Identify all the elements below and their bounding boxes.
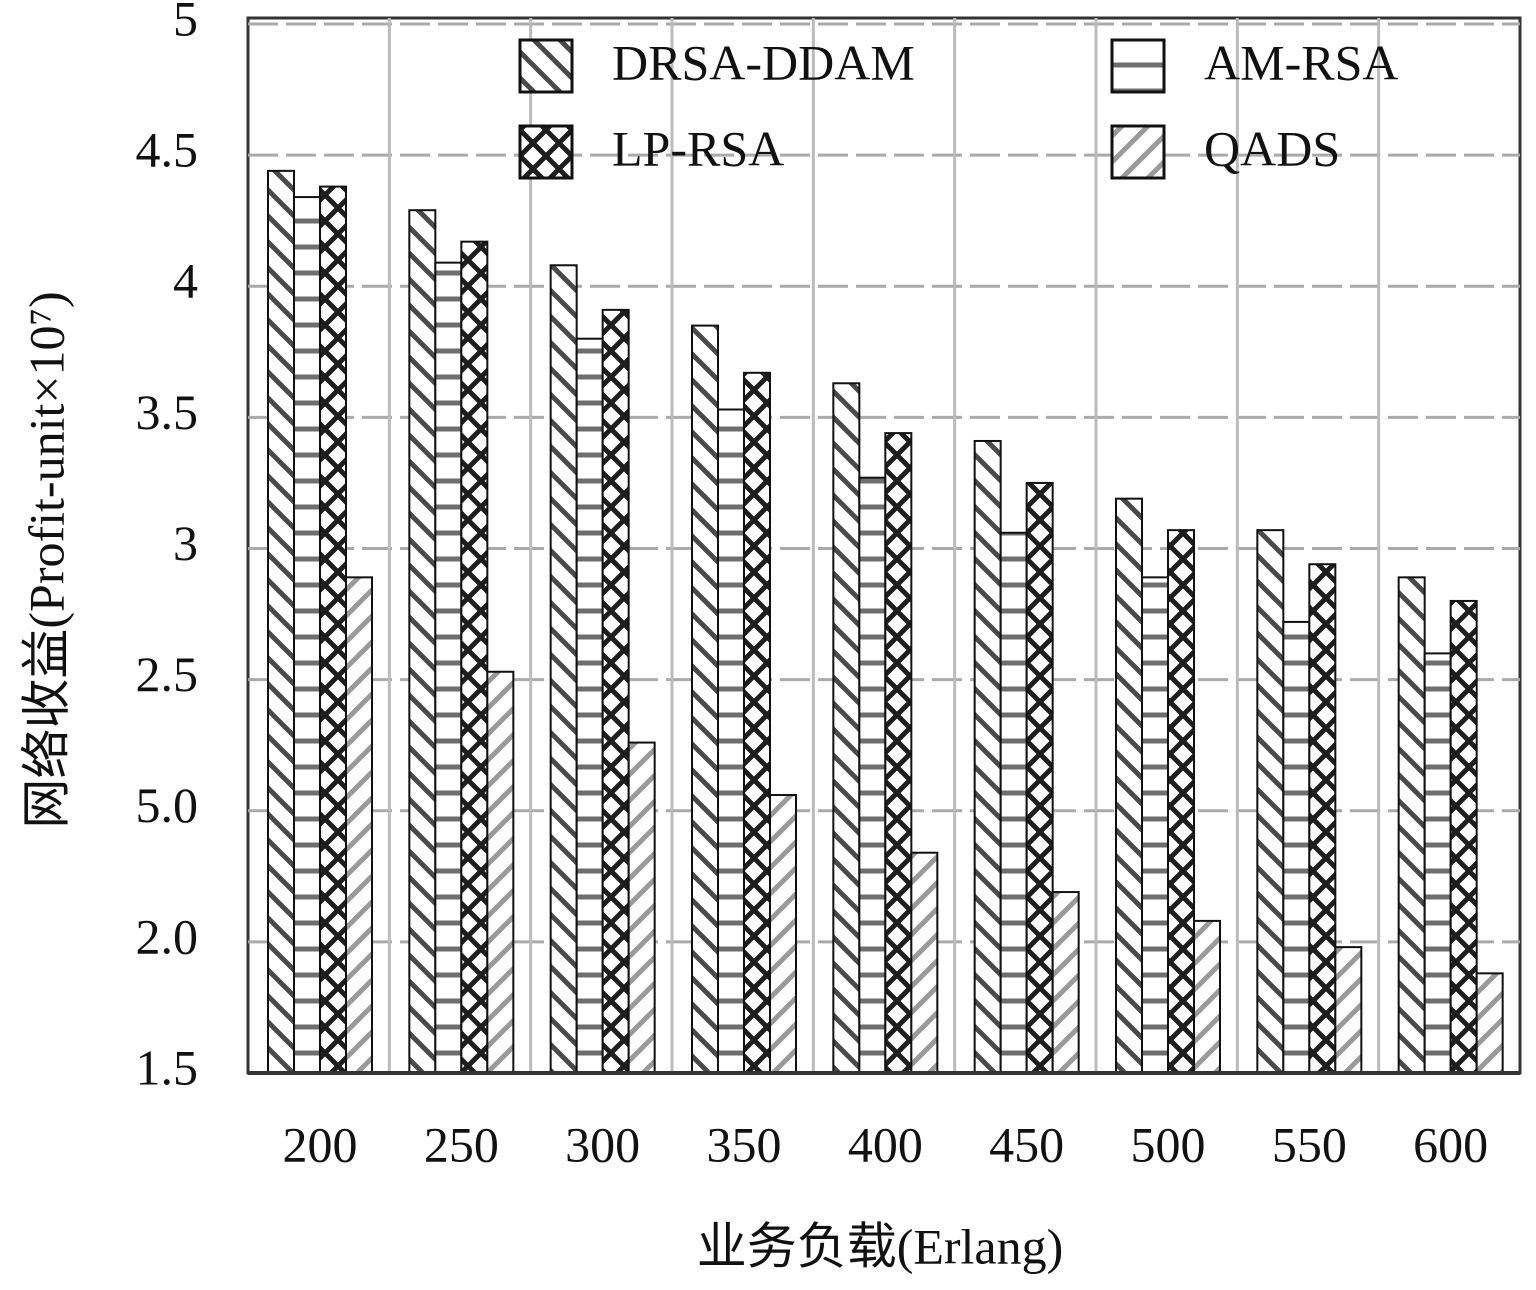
bar	[1449, 599, 1478, 1074]
y-axis-label: 网络收益(Profit-unit×10⁷)	[18, 291, 74, 828]
bar	[1141, 576, 1169, 1074]
bar	[973, 439, 1002, 1075]
legend-label: AM-RSA	[1204, 34, 1398, 90]
y-tick-label: 2.0	[136, 908, 199, 964]
y-tick-label: 3.5	[136, 384, 199, 440]
x-tick-label: 450	[989, 1116, 1064, 1172]
bar	[1475, 972, 1504, 1074]
x-tick-label: 200	[283, 1116, 358, 1172]
x-tick-label: 550	[1272, 1116, 1347, 1172]
bar	[743, 371, 771, 1075]
bar	[1051, 891, 1080, 1074]
legend-label: LP-RSA	[612, 120, 784, 176]
x-tick-label: 400	[848, 1116, 923, 1172]
x-tick-label: 350	[707, 1116, 782, 1172]
bar	[1423, 652, 1452, 1075]
legend-label: QADS	[1204, 120, 1340, 176]
bar	[1025, 481, 1054, 1074]
legend-swatch	[1110, 38, 1166, 94]
x-tick-label: 600	[1413, 1116, 1488, 1172]
bar	[408, 209, 437, 1074]
bar	[627, 741, 656, 1074]
y-tick-label: 3	[173, 515, 198, 571]
bar	[691, 324, 719, 1074]
y-tick-label: 4	[173, 253, 198, 309]
x-tick-label: 500	[1131, 1116, 1206, 1172]
bar	[1397, 576, 1426, 1074]
bar	[884, 432, 913, 1074]
bar	[460, 240, 489, 1075]
bar	[999, 531, 1028, 1074]
bar	[769, 794, 797, 1074]
bar	[345, 576, 373, 1074]
bar	[910, 851, 939, 1075]
bar	[319, 185, 347, 1075]
legend: DRSA-DDAM AM-RSA LP-RSA QADS	[518, 34, 1398, 180]
bar	[1115, 497, 1143, 1074]
bar	[717, 408, 745, 1074]
legend-swatch	[518, 38, 574, 94]
y-tick-label: 1.5	[136, 1039, 199, 1095]
x-tick-label: 300	[565, 1116, 640, 1172]
x-axis-label: 业务负载(Erlang)	[697, 1218, 1064, 1274]
legend-swatch	[518, 124, 574, 180]
bar	[858, 476, 887, 1074]
bar	[1193, 919, 1221, 1075]
bar	[575, 337, 604, 1074]
bar	[1334, 946, 1363, 1074]
bar	[601, 308, 630, 1075]
bar	[1308, 563, 1337, 1074]
y-tick-label: 5.0	[136, 777, 199, 833]
bar	[1167, 529, 1195, 1074]
x-tick-label: 250	[424, 1116, 499, 1172]
bar	[486, 670, 515, 1074]
legend-label: DRSA-DDAM	[612, 34, 915, 90]
bar	[1256, 529, 1285, 1074]
bar	[293, 196, 321, 1074]
y-tick-label: 2.5	[136, 646, 199, 702]
bar	[434, 261, 463, 1074]
bar	[549, 264, 578, 1074]
legend-swatch	[1110, 124, 1166, 180]
y-tick-label: 5	[173, 0, 198, 46]
bar	[1282, 620, 1311, 1074]
y-tick-label: 4.5	[136, 122, 199, 178]
bar	[267, 169, 295, 1075]
bar	[832, 382, 861, 1075]
